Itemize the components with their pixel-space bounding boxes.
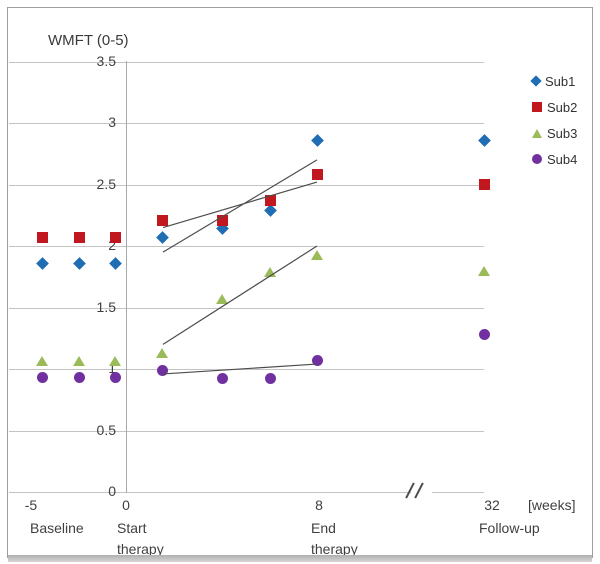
point-sub3-7 (478, 265, 490, 276)
point-sub2-2 (109, 231, 121, 243)
phase-label: Start therapy (117, 520, 164, 557)
sub1-diamond-icon (530, 75, 542, 87)
point-sub3-4 (216, 294, 228, 305)
point-sub3-0 (36, 355, 48, 366)
legend-item-sub1: Sub1 (530, 68, 577, 94)
point-sub2-0 (36, 231, 48, 243)
x-axis-line (432, 492, 484, 493)
phase-label: Follow-up (479, 520, 540, 536)
point-sub4-2 (109, 372, 121, 384)
gridline (9, 62, 484, 63)
bottom-border-bar (8, 555, 592, 562)
trend-line-sub3 (162, 245, 318, 345)
y-tick-label: 2 (108, 237, 116, 253)
point-sub4-7 (478, 329, 490, 341)
point-sub3-3 (156, 348, 168, 359)
x-tick-label: 0 (122, 497, 130, 513)
legend: Sub1 Sub2 Sub3 Sub4 (530, 68, 577, 172)
chart-title: WMFT (0-5) (48, 32, 129, 49)
legend-item-sub3: Sub3 (532, 120, 577, 146)
gridline (9, 246, 484, 247)
point-sub4-6 (311, 354, 323, 366)
point-sub4-5 (264, 373, 276, 385)
point-sub2-1 (73, 231, 85, 243)
y-tick-label: 0 (108, 483, 116, 499)
phase-label: End therapy (311, 520, 358, 557)
trend-line-sub4 (162, 363, 318, 375)
y-tick-label: 1 (108, 360, 116, 376)
phase-label: Baseline (30, 520, 84, 536)
x-axis-unit-label: [weeks] (528, 497, 576, 513)
gridline (9, 308, 484, 309)
legend-label: Sub4 (547, 151, 578, 167)
gridline (9, 185, 484, 186)
y-tick-label: 2.5 (96, 176, 116, 192)
point-sub4-1 (73, 372, 85, 384)
point-sub3-2 (109, 355, 121, 366)
legend-item-sub4: Sub4 (532, 146, 577, 172)
x-tick-label: 8 (315, 497, 323, 513)
y-tick-label: 3.5 (96, 53, 116, 69)
y-tick-label: 1.5 (96, 299, 116, 315)
point-sub4-0 (36, 372, 48, 384)
y-tick-label: 3 (108, 114, 116, 130)
legend-label: Sub3 (547, 125, 578, 141)
gridline (9, 123, 484, 124)
gridline (9, 369, 484, 370)
legend-label: Sub2 (547, 99, 578, 115)
gridline (9, 431, 484, 432)
point-sub2-7 (478, 179, 490, 190)
y-axis-line (126, 61, 127, 493)
point-sub2-4 (216, 214, 228, 226)
point-sub2-6 (311, 169, 323, 181)
trend-line-sub1 (162, 159, 318, 253)
trend-line-sub2 (162, 181, 318, 229)
point-sub4-4 (216, 373, 228, 385)
x-axis-line (9, 492, 411, 493)
point-sub4-3 (156, 364, 168, 376)
y-tick-label: 0.5 (96, 422, 116, 438)
sub3-triangle-icon (532, 128, 542, 138)
point-sub3-6 (311, 249, 323, 260)
point-sub2-5 (264, 194, 276, 206)
x-tick-label: -5 (24, 497, 38, 513)
sub2-square-icon (532, 102, 542, 112)
point-sub2-3 (156, 214, 168, 226)
legend-label: Sub1 (545, 73, 576, 89)
sub4-circle-icon (532, 154, 542, 164)
x-tick-label: 32 (484, 497, 500, 513)
point-sub3-1 (73, 355, 85, 366)
legend-item-sub2: Sub2 (532, 94, 577, 120)
point-sub3-5 (264, 267, 276, 278)
